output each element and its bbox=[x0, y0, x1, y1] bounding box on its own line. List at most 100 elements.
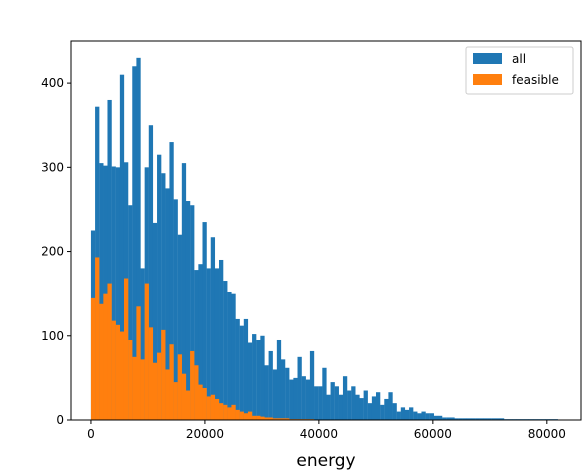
bar-feasible-29 bbox=[210, 394, 216, 420]
bar-all-67 bbox=[367, 403, 373, 420]
bar-all-23 bbox=[185, 201, 191, 420]
bar-all-81 bbox=[425, 413, 430, 420]
bar-feasible-28 bbox=[206, 396, 211, 420]
bar-all-35 bbox=[235, 318, 240, 420]
bar-feasible-20 bbox=[173, 382, 178, 420]
bar-all-10 bbox=[132, 66, 137, 421]
bar-all-60 bbox=[338, 394, 344, 420]
bar-feasible-47 bbox=[285, 418, 290, 420]
bar-all-12 bbox=[140, 268, 145, 420]
bar-feasible-27 bbox=[202, 388, 207, 420]
bar-all-93 bbox=[475, 418, 480, 420]
x-tick-label: 20000 bbox=[186, 427, 224, 441]
bar-all-51 bbox=[301, 376, 306, 420]
bar-all-31 bbox=[219, 259, 224, 420]
bar-all-7 bbox=[119, 74, 125, 420]
bar-all-14 bbox=[148, 125, 154, 420]
bar-all-86 bbox=[446, 417, 451, 420]
bar-feasible-5 bbox=[111, 320, 116, 420]
bar-feasible-25 bbox=[194, 365, 199, 420]
bar-feasible-35 bbox=[235, 409, 240, 420]
bar-all-56 bbox=[322, 367, 327, 420]
bar-all-79 bbox=[417, 413, 422, 420]
bar-all-89 bbox=[458, 418, 463, 420]
legend-swatch-feasible bbox=[473, 74, 502, 85]
bar-all-27 bbox=[202, 222, 207, 420]
bar-all-46 bbox=[280, 359, 286, 420]
bar-all-29 bbox=[210, 237, 216, 420]
bar-all-16 bbox=[157, 154, 162, 420]
bar-feasible-26 bbox=[198, 384, 203, 420]
bar-all-4 bbox=[107, 99, 112, 421]
bar-feasible-23 bbox=[185, 390, 191, 420]
bar-all-38 bbox=[247, 342, 253, 420]
x-axis-label: energy bbox=[296, 451, 355, 471]
x-tick-label: 60000 bbox=[414, 427, 452, 441]
bar-all-53 bbox=[309, 350, 315, 420]
bar-all-17 bbox=[161, 173, 166, 420]
bar-all-2 bbox=[99, 163, 104, 420]
bar-all-32 bbox=[223, 281, 228, 420]
bar-all-45 bbox=[276, 339, 282, 420]
bar-feasible-34 bbox=[231, 404, 236, 420]
bar-all-52 bbox=[305, 379, 311, 420]
bar-feasible-19 bbox=[169, 344, 174, 420]
bar-feasible-9 bbox=[128, 339, 133, 420]
bar-all-78 bbox=[413, 411, 418, 420]
bar-feasible-3 bbox=[103, 293, 108, 420]
bar-feasible-32 bbox=[223, 404, 228, 420]
bar-all-54 bbox=[314, 386, 319, 420]
bar-all-80 bbox=[421, 411, 426, 420]
bar-all-58 bbox=[330, 382, 335, 420]
bar-all-25 bbox=[194, 270, 199, 420]
bar-feasible-36 bbox=[239, 411, 244, 420]
bar-all-42 bbox=[264, 365, 269, 420]
bar-all-11 bbox=[136, 57, 141, 421]
bar-all-33 bbox=[227, 291, 232, 420]
bar-all-55 bbox=[318, 386, 323, 420]
bar-all-88 bbox=[454, 418, 459, 420]
bar-feasible-16 bbox=[157, 352, 162, 420]
bar-all-97 bbox=[491, 418, 496, 420]
bar-all-72 bbox=[388, 392, 393, 420]
bar-all-73 bbox=[392, 403, 397, 420]
bar-all-37 bbox=[243, 318, 249, 420]
bar-feasible-30 bbox=[214, 398, 220, 420]
bar-feasible-45 bbox=[276, 418, 282, 420]
bar-feasible-12 bbox=[140, 359, 145, 420]
bar-all-83 bbox=[433, 415, 439, 420]
bar-feasible-44 bbox=[272, 418, 277, 420]
bar-all-94 bbox=[479, 418, 484, 420]
bar-feasible-18 bbox=[165, 369, 170, 420]
bar-all-24 bbox=[190, 205, 195, 420]
bar-feasible-31 bbox=[219, 403, 224, 420]
bar-all-77 bbox=[409, 407, 414, 420]
bar-all-91 bbox=[466, 418, 472, 420]
bar-all-9 bbox=[128, 205, 133, 420]
bar-feasible-21 bbox=[177, 354, 182, 420]
bar-all-68 bbox=[371, 396, 377, 420]
bar-feasible-15 bbox=[152, 362, 158, 420]
bar-feasible-6 bbox=[115, 324, 121, 420]
bar-all-34 bbox=[231, 293, 236, 420]
y-tick-label: 400 bbox=[41, 76, 64, 90]
bar-feasible-2 bbox=[99, 303, 104, 420]
bar-feasible-46 bbox=[280, 418, 286, 420]
bar-all-28 bbox=[206, 268, 211, 420]
legend-swatch-all bbox=[473, 53, 502, 64]
bar-all-20 bbox=[173, 199, 178, 420]
bar-all-43 bbox=[268, 350, 273, 420]
bar-all-6 bbox=[115, 167, 121, 420]
bar-all-76 bbox=[404, 409, 410, 420]
x-axis-ticks: 0 20000 40000 60000 80000 bbox=[87, 420, 566, 441]
y-axis-ticks: 0 100 200 300 400 bbox=[41, 76, 71, 427]
bar-all-71 bbox=[384, 398, 389, 420]
bar-all-95 bbox=[483, 418, 488, 420]
bar-all-44 bbox=[272, 369, 277, 420]
x-tick-label: 40000 bbox=[300, 427, 338, 441]
bar-all-70 bbox=[380, 404, 385, 420]
bar-feasible-42 bbox=[264, 417, 269, 420]
bar-feasible-17 bbox=[161, 329, 166, 420]
bar-all-85 bbox=[442, 417, 447, 420]
